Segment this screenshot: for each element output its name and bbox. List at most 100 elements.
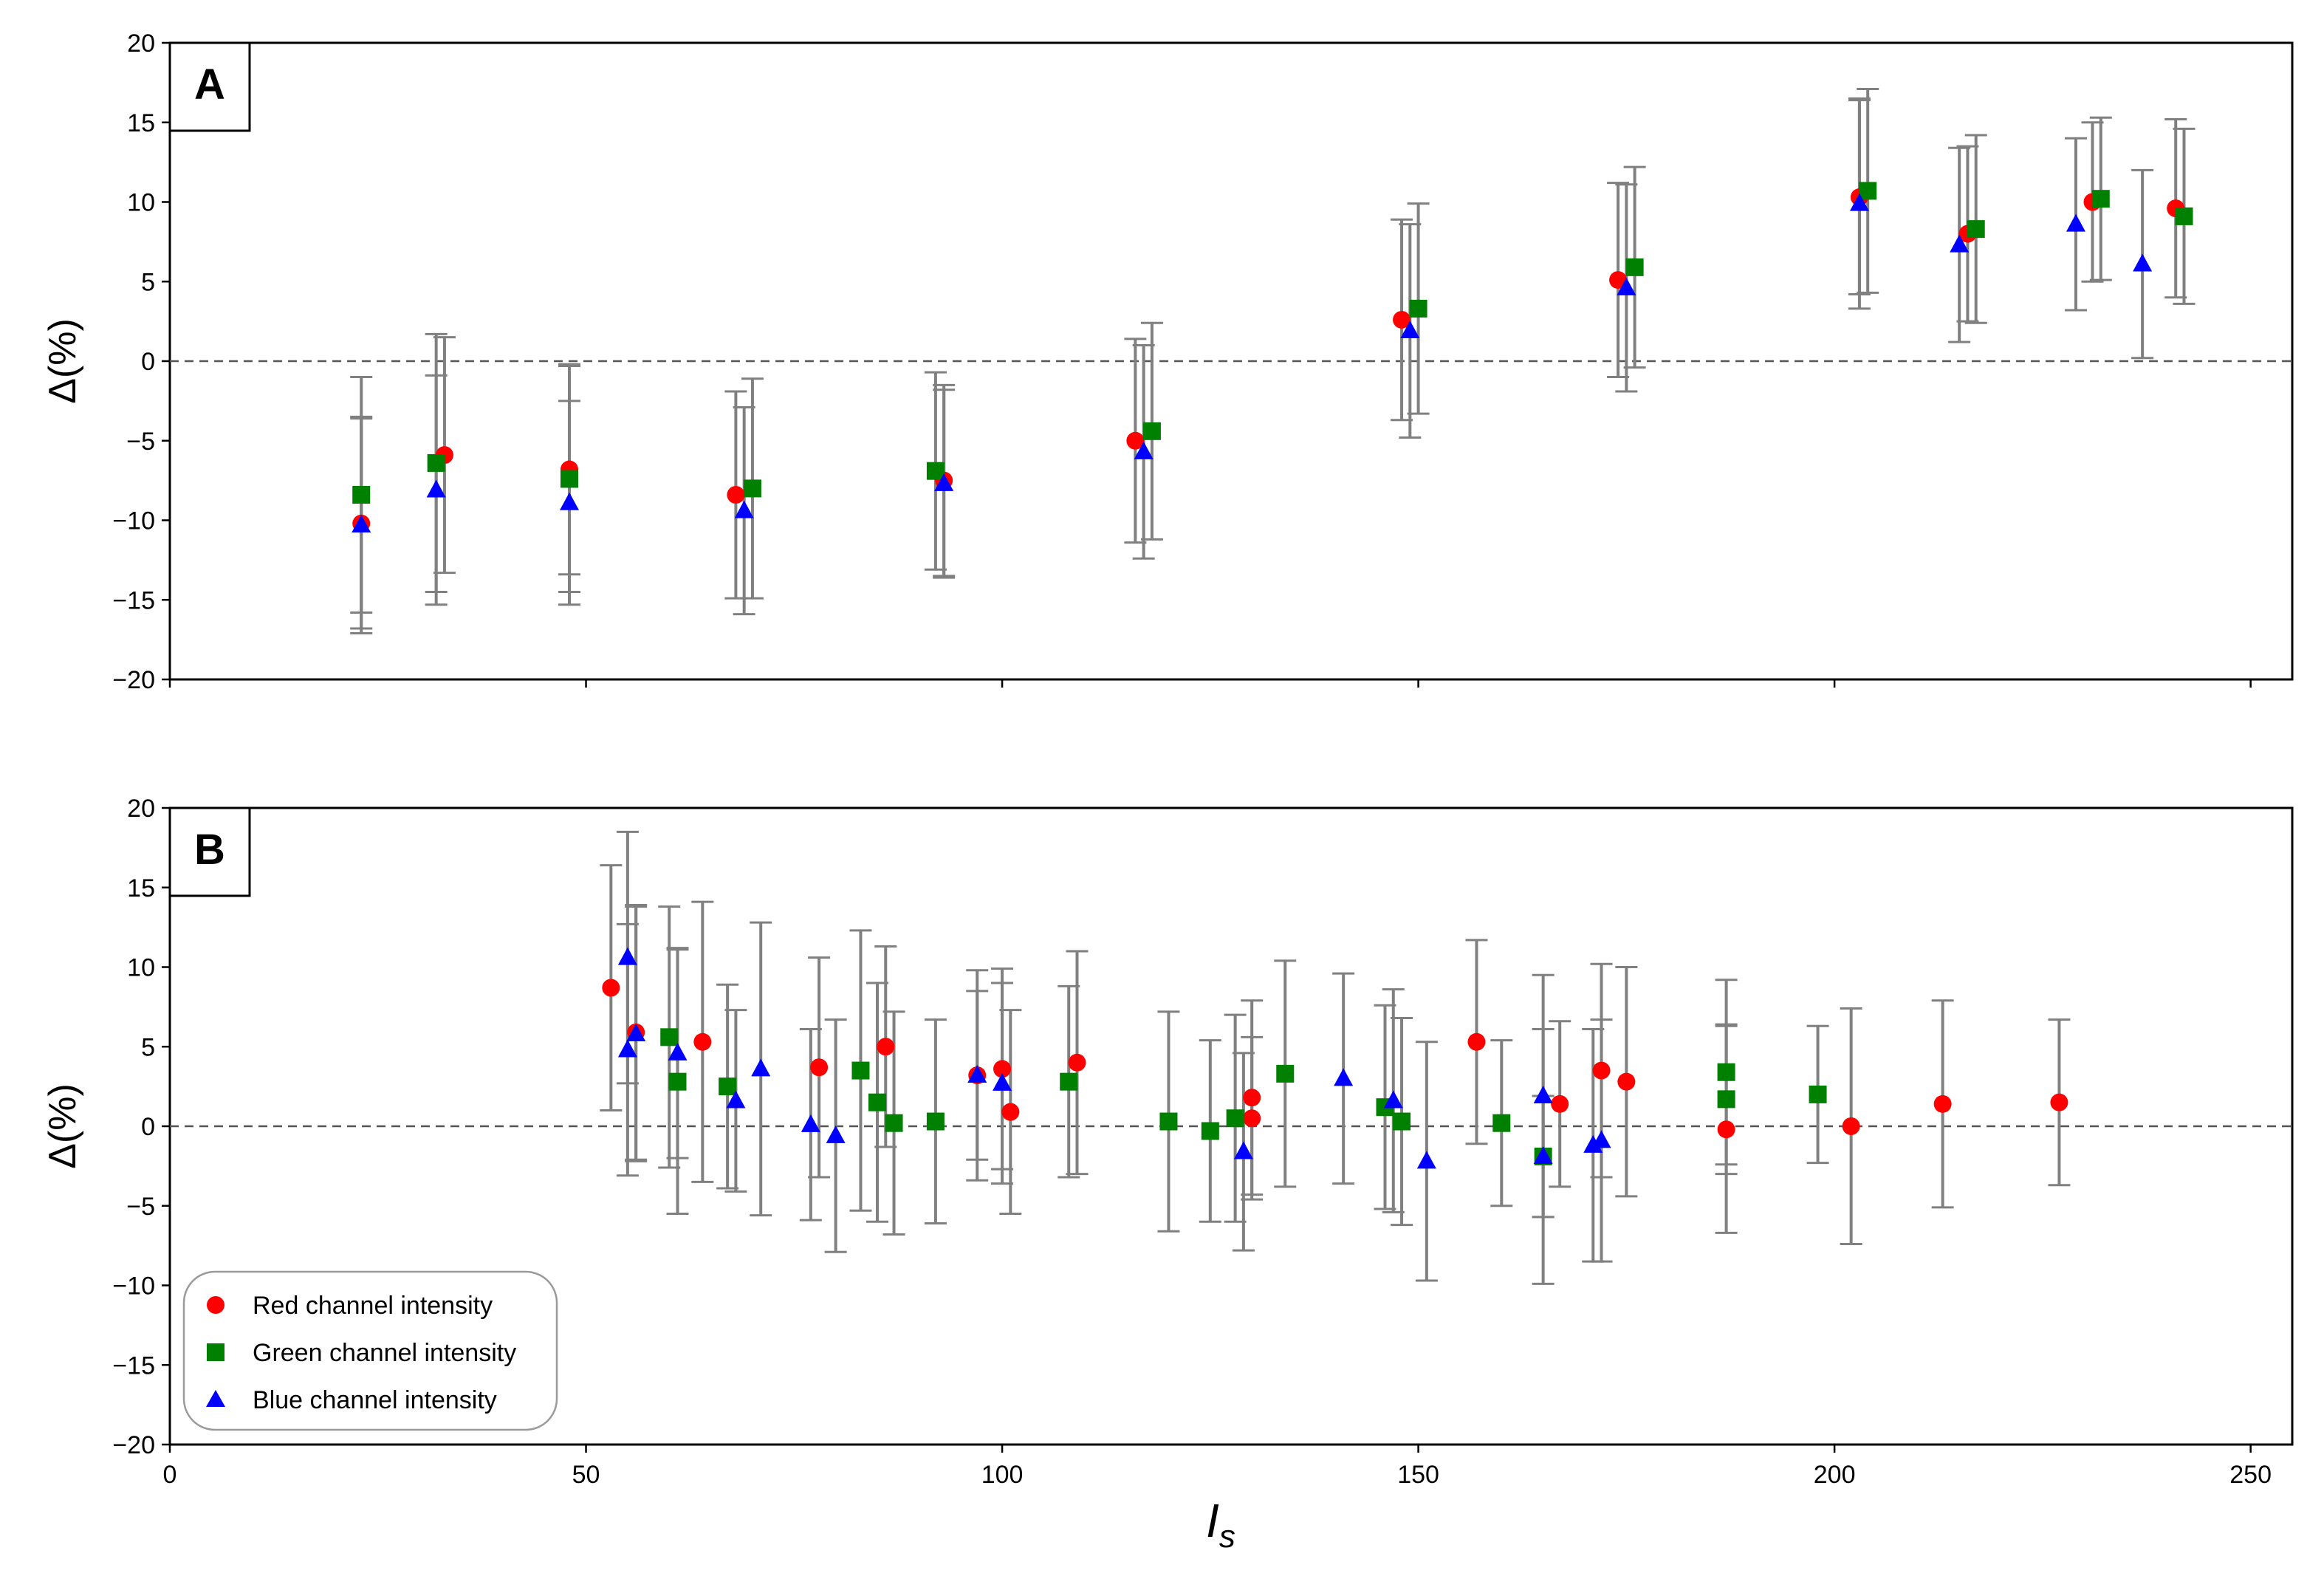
panel-b-red-point: [2050, 1093, 2068, 1111]
panel-b-blue-point: [1583, 1134, 1603, 1153]
panel-b-blue-point: [726, 1090, 746, 1109]
panel-b-blue-point: [617, 947, 637, 965]
panel-b-y-tick-label: −10: [112, 1272, 155, 1301]
panel-a-green-point: [1142, 422, 1161, 440]
panel-a-y-tick-label: 10: [127, 189, 155, 217]
panel-b-red-point: [1842, 1117, 1860, 1135]
panel-b-blue-point: [751, 1058, 771, 1077]
panel-b-x-tick-label: 150: [1397, 1461, 1439, 1489]
legend-blue-marker: [206, 1390, 225, 1407]
panel-b-x-tick-label: 250: [2229, 1461, 2272, 1489]
panel-a-blue-point: [1400, 321, 1420, 339]
panel-a-blue-point: [1617, 277, 1636, 295]
panel-a-y-tick-label: −15: [112, 586, 155, 614]
panel-a-red-point: [1126, 431, 1145, 450]
panel-b-red-point: [1617, 1072, 1636, 1091]
panel-b-blue-point: [1591, 1130, 1611, 1148]
panel-b-letter: B: [194, 826, 225, 874]
panel-a-blue-point: [559, 492, 579, 510]
panel-b-red-point: [1467, 1032, 1486, 1051]
legend-blue-label: Blue channel intensity: [253, 1386, 497, 1414]
panel-b-y-axis-label: Δ(%): [41, 1083, 84, 1169]
legend-red-marker: [207, 1296, 224, 1314]
panel-a-axes: −20 −15 −10 −5 0 5 10 15 20: [112, 30, 2292, 694]
panel-b-green-point: [1276, 1064, 1295, 1083]
panel-a-y-tick-label: 0: [141, 348, 155, 376]
panel-b-red-point: [1001, 1103, 1020, 1121]
panel-b-green-point: [719, 1077, 737, 1096]
panel-a-y-tick-label: 15: [127, 109, 155, 137]
panel-a-blue-point: [426, 479, 446, 498]
panel-a-green-point: [427, 453, 445, 472]
panel-a-green-point: [743, 479, 761, 498]
panel-b-data: [600, 830, 2071, 1285]
legend-green-marker: [207, 1343, 224, 1361]
panel-b-blue-point: [1383, 1090, 1403, 1109]
panel-b-red-point: [1243, 1089, 1261, 1107]
panel-a-blue-point: [2133, 253, 2153, 272]
panel-b-red-point: [993, 1060, 1012, 1078]
panel-b-blue-point: [993, 1072, 1012, 1091]
panel-a-blue-point: [1950, 234, 1970, 253]
panel-b-green-point: [1060, 1072, 1078, 1091]
panel-b-x-tick-label: 200: [1814, 1461, 1856, 1489]
panel-b-blue-point: [1533, 1145, 1553, 1164]
panel-b-y-tick-label: 10: [127, 954, 155, 982]
panel-b-blue-point: [617, 1039, 637, 1058]
panel-b-y-tick-label: 0: [141, 1113, 155, 1141]
panel-b-blue-point: [801, 1114, 820, 1132]
panel-a-y-tick-label: 20: [127, 30, 155, 58]
panel-b-blue-point: [626, 1024, 646, 1042]
panel-a-y-tick-label: −10: [112, 507, 155, 535]
panel-a-green-point: [1409, 299, 1427, 318]
panel-b-red-point: [1243, 1109, 1261, 1128]
panel-b-blue-point: [1416, 1151, 1436, 1169]
x-axis-label: Is: [1206, 1494, 1235, 1555]
panel-a-blue-point: [2066, 213, 2085, 232]
panel-a-green-point: [2091, 190, 2110, 208]
panel-b-blue-point: [967, 1065, 987, 1083]
panel-a-green-point: [1859, 182, 1877, 200]
panel-b-label-box: [168, 806, 251, 897]
panel-b-y-tick-label: 15: [127, 874, 155, 902]
panel-b-blue-point: [668, 1042, 688, 1061]
legend-red-label: Red channel intensity: [253, 1292, 493, 1320]
panel-b-red-point: [602, 979, 620, 997]
panel-b-red-point: [1551, 1094, 1569, 1113]
panel-a-green-point: [1967, 220, 1985, 239]
panel-b-blue-point: [1334, 1068, 1354, 1086]
panel-b-green-point: [1717, 1090, 1735, 1109]
panel-b-red-point: [1068, 1053, 1086, 1072]
legend: Red channel intensity Green channel inte…: [182, 1270, 558, 1431]
panel-b-green-point: [1393, 1112, 1411, 1131]
panel-b-green-point: [1226, 1109, 1244, 1128]
panel-b-green-point: [1201, 1122, 1219, 1140]
panel-a-blue-point: [1134, 441, 1154, 459]
panel-b-green-point: [668, 1072, 687, 1091]
panel-a-green-point: [2175, 207, 2193, 225]
panel-a-red-point: [1393, 310, 1411, 329]
panel-a-y-tick-label: −20: [112, 666, 155, 694]
panel-b-y-tick-label: −15: [112, 1351, 155, 1380]
panel-a-green-point: [1625, 258, 1644, 276]
panel-a-label-box: [168, 41, 251, 132]
panel-b-blue-point: [1233, 1141, 1253, 1159]
panel-a-blue-point: [934, 473, 954, 491]
panel-b-red-point: [1717, 1120, 1735, 1139]
panel-a-y-tick-label: −5: [126, 428, 155, 456]
panel-b-green-point: [851, 1061, 870, 1080]
panel-a-y-axis-label: Δ(%): [41, 318, 84, 404]
panel-b-green-point: [660, 1028, 679, 1046]
panel-b-red-point: [1592, 1061, 1611, 1080]
panel-a-y-tick-label: 5: [141, 268, 155, 296]
panel-b-green-point: [1159, 1112, 1178, 1131]
panel-a-red-point: [727, 486, 745, 504]
panel-b-x-tick-label: 0: [163, 1461, 177, 1489]
panel-a-data: [350, 87, 2196, 635]
panel-b-blue-point: [1533, 1086, 1553, 1104]
panel-b-green-point: [885, 1114, 903, 1132]
panel-a: −20 −15 −10 −5 0 5 10 15 20 A Δ(%): [41, 30, 2294, 694]
panel-b-green-point: [1492, 1114, 1511, 1132]
